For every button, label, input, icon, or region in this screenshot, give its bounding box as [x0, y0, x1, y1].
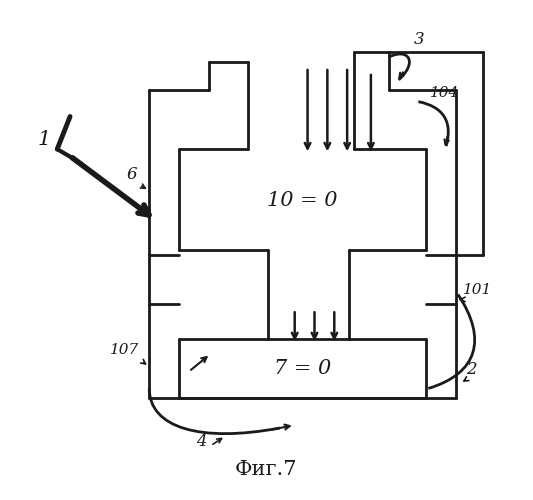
- Text: 101: 101: [463, 284, 492, 298]
- Text: 4: 4: [196, 433, 206, 450]
- Text: 2: 2: [466, 360, 477, 378]
- Text: 6: 6: [126, 166, 137, 183]
- Text: 7 = 0: 7 = 0: [274, 359, 331, 378]
- Text: 107: 107: [110, 343, 139, 357]
- Text: 3: 3: [414, 32, 424, 48]
- Text: 104: 104: [430, 86, 459, 100]
- Text: Фиг.7: Фиг.7: [235, 460, 297, 479]
- Text: 1: 1: [38, 130, 51, 148]
- Text: 10 = 0: 10 = 0: [268, 191, 338, 210]
